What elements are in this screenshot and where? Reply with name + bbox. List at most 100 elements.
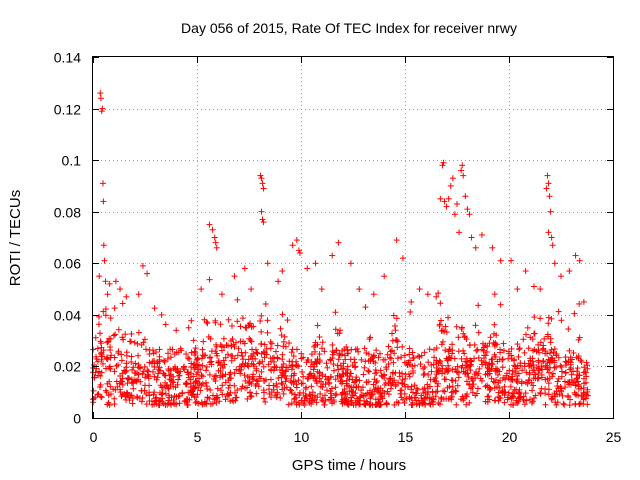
data-point [257,317,264,324]
data-point [583,391,590,398]
data-point [123,364,130,371]
data-point [309,389,316,396]
data-point [241,372,248,379]
data-point [100,198,107,205]
data-point [499,390,506,397]
data-point [237,323,244,330]
data-point [228,352,235,359]
data-point [433,345,440,352]
data-point [394,355,401,362]
data-point [471,355,478,362]
data-point [104,401,111,408]
data-point [545,333,552,340]
data-point [138,387,145,394]
data-point [505,394,512,401]
data-point [270,358,277,365]
data-point [328,373,335,380]
data-point [497,257,504,264]
data-point [274,383,281,390]
data-point [226,375,233,382]
data-point [399,376,406,383]
data-point [500,347,507,354]
data-point [97,90,104,97]
data-point [545,380,552,387]
data-point [497,301,504,308]
data-point [241,363,248,370]
x-tick-label: 25 [606,429,622,445]
data-point [558,317,565,324]
data-point [278,364,285,371]
data-point [123,396,130,403]
y-tick-label: 0.08 [54,205,81,221]
x-tick-label: 0 [90,429,98,445]
data-point [442,376,449,383]
data-point [296,392,303,399]
data-point [413,390,420,397]
data-point [302,393,309,400]
data-point [367,389,374,396]
data-point [206,276,213,283]
data-point [106,365,113,372]
data-point [213,244,220,251]
data-point [439,370,446,377]
data-point [112,331,119,338]
data-point [219,391,226,398]
data-point [185,324,192,331]
data-point [228,357,235,364]
data-point [151,401,158,408]
data-point [248,323,255,330]
data-point [188,370,195,377]
data-point [143,401,150,408]
data-point [249,346,256,353]
data-point [239,315,246,322]
data-point [258,208,265,215]
data-point [108,352,115,359]
data-point [433,357,440,364]
data-point [137,378,144,385]
data-point [245,322,252,329]
data-point [106,280,113,287]
data-point [293,361,300,368]
data-point [128,376,135,383]
data-point [184,401,191,408]
data-point [212,239,219,246]
data-point [332,384,339,391]
data-point [211,234,218,241]
data-point [521,363,528,370]
data-point [312,260,319,267]
data-point [554,378,561,385]
data-point [478,377,485,384]
data-point [578,358,585,365]
data-point [445,314,452,321]
data-point [346,373,353,380]
data-point [316,369,323,376]
data-point [262,376,269,383]
data-point [181,363,188,370]
data-point [324,376,331,383]
data-point [151,358,158,365]
data-point [469,375,476,382]
data-point [442,323,449,330]
data-point [564,392,571,399]
data-point [436,322,443,329]
data-point [229,322,236,329]
data-point [98,356,105,363]
data-point [366,336,373,343]
data-point [165,385,172,392]
data-point [426,383,433,390]
data-point [499,364,506,371]
data-point [545,229,552,236]
data-point [383,364,390,371]
data-point [241,265,248,272]
data-point [100,242,107,249]
data-point [261,354,268,361]
data-point [238,349,245,356]
data-point [280,338,287,345]
data-point [206,371,213,378]
data-point [134,394,141,401]
x-tick-label: 20 [502,429,518,445]
data-point [416,286,423,293]
data-point [264,329,271,336]
data-point [228,343,235,350]
